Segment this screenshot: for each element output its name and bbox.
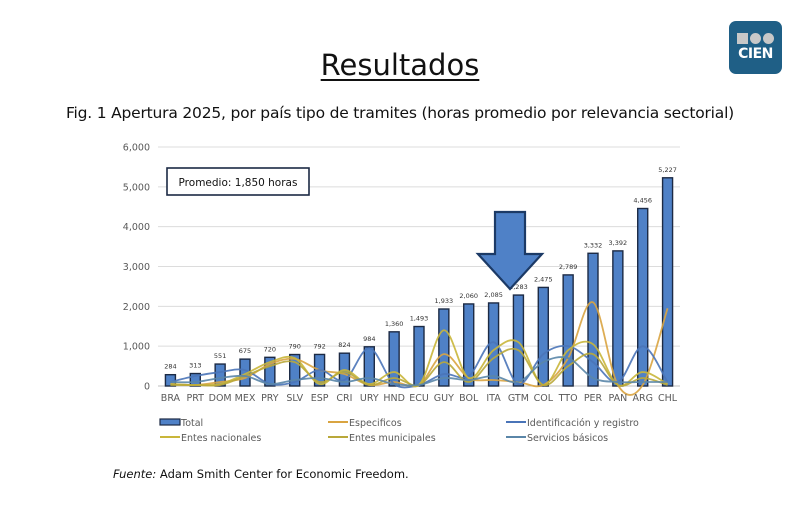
svg-text:5,227: 5,227 (658, 166, 677, 174)
svg-text:PRY: PRY (261, 393, 279, 404)
svg-text:Especificos: Especificos (349, 418, 402, 429)
svg-text:PER: PER (584, 393, 603, 404)
figure-caption: Fig. 1 Apertura 2025, por país tipo de t… (65, 104, 735, 122)
logo-text: CIEN (738, 46, 773, 62)
svg-text:ESP: ESP (311, 393, 329, 404)
svg-text:CRI: CRI (336, 393, 352, 404)
svg-text:0: 0 (144, 382, 150, 393)
logo-circle-shape (763, 33, 774, 44)
page-title: Resultados (320, 48, 480, 82)
svg-text:3,392: 3,392 (609, 239, 628, 247)
svg-text:4,456: 4,456 (633, 197, 652, 205)
svg-text:BRA: BRA (161, 393, 181, 404)
svg-text:3,332: 3,332 (584, 241, 603, 249)
svg-text:313: 313 (189, 362, 201, 370)
svg-text:551: 551 (214, 352, 226, 360)
svg-text:1,933: 1,933 (435, 297, 454, 305)
svg-text:1,360: 1,360 (385, 320, 404, 328)
svg-text:Entes municipales: Entes municipales (349, 433, 436, 444)
svg-text:CHL: CHL (658, 393, 678, 404)
logo-circle-shape (750, 33, 761, 44)
down-arrow-icon (475, 210, 545, 291)
source-note: Fuente: Adam Smith Center for Economic F… (113, 467, 409, 481)
svg-text:6,000: 6,000 (123, 143, 150, 154)
svg-text:824: 824 (338, 341, 350, 349)
svg-text:SLV: SLV (286, 393, 303, 404)
svg-text:1,000: 1,000 (123, 342, 150, 353)
svg-text:984: 984 (363, 335, 375, 343)
svg-text:Servicios básicos: Servicios básicos (527, 433, 608, 444)
svg-text:ARG: ARG (632, 393, 652, 404)
svg-text:2,283: 2,283 (509, 283, 528, 291)
svg-text:2,789: 2,789 (559, 263, 578, 271)
line-series (170, 301, 669, 396)
svg-text:Entes nacionales: Entes nacionales (181, 433, 261, 444)
svg-text:2,000: 2,000 (123, 302, 150, 313)
cien-logo: CIEN (729, 21, 782, 74)
svg-text:HND: HND (383, 393, 405, 404)
svg-text:Promedio: 1,850 horas: Promedio: 1,850 horas (179, 177, 298, 189)
svg-text:GTM: GTM (508, 393, 529, 404)
svg-text:2,060: 2,060 (459, 292, 478, 300)
bar-value-labels: 284 313 551 675 720 790 792 824 984 1,360 1,493 1,9… (164, 166, 677, 371)
svg-text:BOL: BOL (459, 393, 479, 404)
svg-text:ITA: ITA (486, 393, 501, 404)
svg-text:792: 792 (313, 342, 325, 350)
average-annotation-box: Promedio: 1,850 horas (166, 167, 310, 196)
svg-text:4,000: 4,000 (123, 222, 150, 233)
svg-text:675: 675 (239, 347, 251, 355)
svg-text:URY: URY (360, 393, 379, 404)
svg-text:PRT: PRT (187, 393, 205, 404)
x-axis: BRA PRT DOM MEX PRY SLV ESP CRI URY HND ECU GUY BOL I… (161, 393, 678, 404)
bar-series-total (164, 177, 674, 387)
svg-text:COL: COL (534, 393, 554, 404)
svg-text:ECU: ECU (409, 393, 429, 404)
svg-text:Total: Total (180, 418, 203, 429)
svg-text:MEX: MEX (235, 393, 256, 404)
logo-square-shape (737, 33, 748, 44)
svg-text:DOM: DOM (209, 393, 232, 404)
svg-text:790: 790 (289, 343, 301, 351)
svg-text:2,085: 2,085 (484, 291, 503, 299)
svg-text:TTO: TTO (558, 393, 578, 404)
svg-text:Identificación y registro: Identificación y registro (527, 418, 639, 429)
chart-legend: Total Especificos Identificación y registr… (159, 418, 639, 444)
svg-text:284: 284 (164, 363, 176, 371)
svg-text:GUY: GUY (434, 393, 454, 404)
svg-text:2,475: 2,475 (534, 275, 553, 283)
svg-text:PAN: PAN (608, 393, 627, 404)
svg-text:3,000: 3,000 (123, 262, 150, 273)
svg-text:5,000: 5,000 (123, 182, 150, 193)
y-axis: 0 1,000 2,000 3,000 4,000 5,000 6,000 (123, 143, 150, 393)
svg-text:720: 720 (264, 345, 276, 353)
svg-text:1,493: 1,493 (410, 315, 429, 323)
